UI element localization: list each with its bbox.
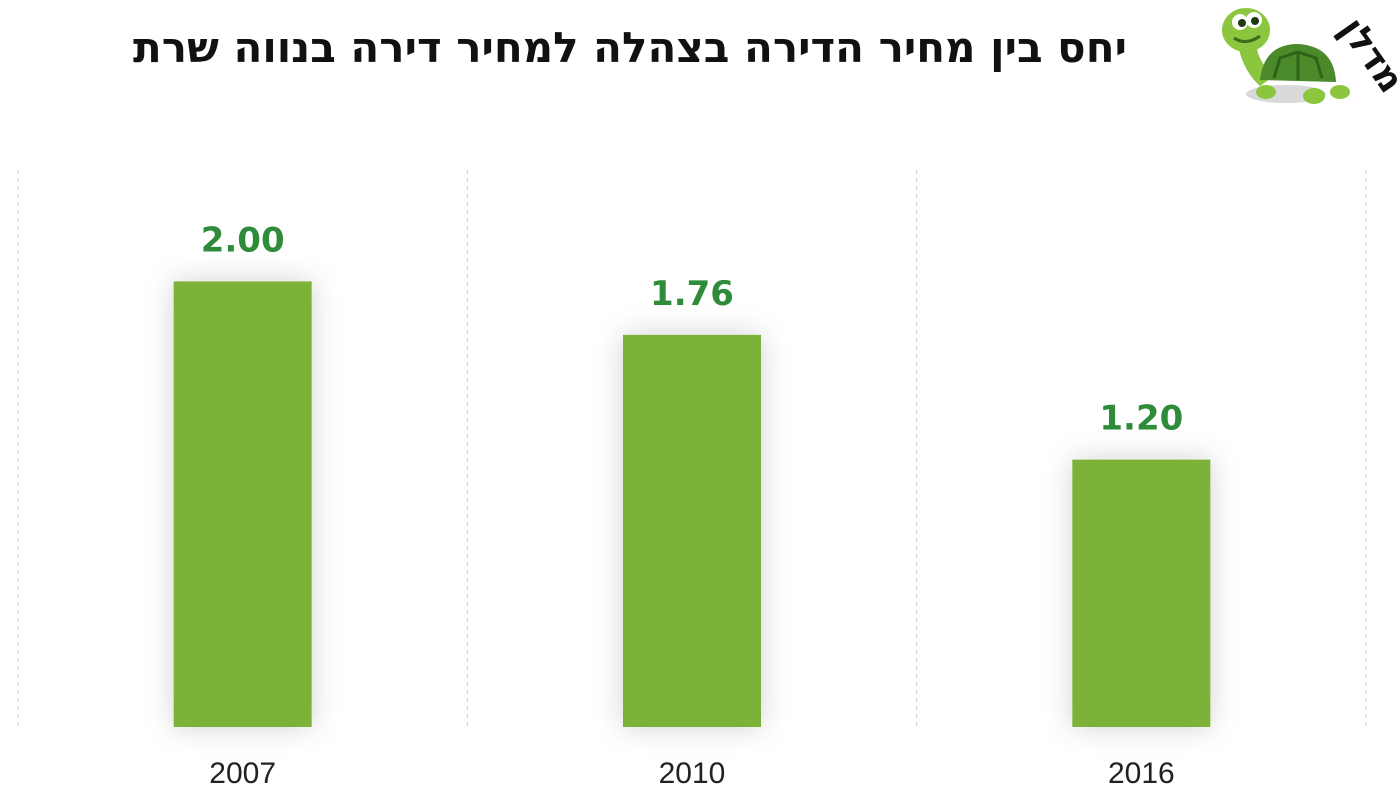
bar-chart: 2.00 2007 1.76 2010 1.20 2016 — [17, 170, 1367, 790]
data-label-2016: 1.20 — [1099, 399, 1183, 439]
bar-2007 — [173, 281, 312, 727]
bar-2016 — [1072, 459, 1211, 727]
turtle-icon: מדלן — [1222, 8, 1400, 104]
madlan-logo: מדלן — [1208, 0, 1400, 118]
data-label-2007: 2.00 — [201, 220, 285, 260]
x-tick-label-2007: 2007 — [209, 757, 276, 790]
bar-2010 — [623, 334, 761, 727]
x-tick-label-2010: 2010 — [659, 757, 726, 790]
chart-title: יחס בין מחיר הדירה בצהלה למחיר דירה בנוו… — [133, 23, 1127, 72]
x-tick-label-2016: 2016 — [1108, 757, 1175, 790]
data-label-2010: 1.76 — [650, 274, 734, 314]
